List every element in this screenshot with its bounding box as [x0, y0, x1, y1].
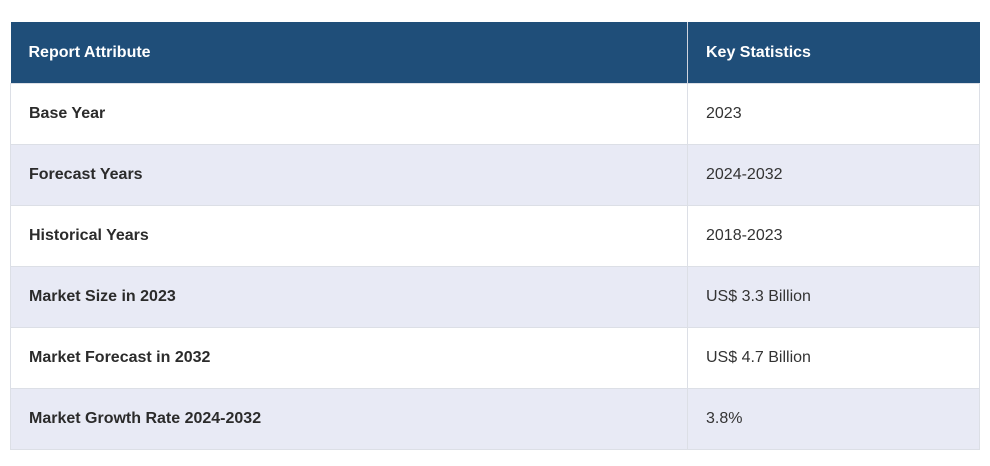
- table-row: Forecast Years 2024-2032: [10, 144, 980, 206]
- row-value: 2023: [687, 83, 980, 145]
- row-value: US$ 3.3 Billion: [687, 266, 980, 328]
- report-table-container: Report Attribute Key Statistics Base Yea…: [10, 22, 980, 450]
- table-row: Market Growth Rate 2024-2032 3.8%: [10, 388, 980, 450]
- row-value: US$ 4.7 Billion: [687, 327, 980, 389]
- table-row: Market Forecast in 2032 US$ 4.7 Billion: [10, 327, 980, 389]
- row-attribute: Base Year: [10, 83, 688, 145]
- table-row: Historical Years 2018-2023: [10, 205, 980, 267]
- row-attribute: Market Forecast in 2032: [10, 327, 688, 389]
- table-header-row: Report Attribute Key Statistics: [10, 22, 980, 84]
- report-attributes-table: Report Attribute Key Statistics Base Yea…: [10, 22, 980, 450]
- table-row: Base Year 2023: [10, 83, 980, 145]
- header-report-attribute: Report Attribute: [10, 22, 688, 84]
- row-attribute: Market Growth Rate 2024-2032: [10, 388, 688, 450]
- row-value: 2018-2023: [687, 205, 980, 267]
- header-key-statistics: Key Statistics: [687, 22, 980, 84]
- row-attribute: Historical Years: [10, 205, 688, 267]
- row-attribute: Forecast Years: [10, 144, 688, 206]
- table-row: Market Size in 2023 US$ 3.3 Billion: [10, 266, 980, 328]
- row-value: 3.8%: [687, 388, 980, 450]
- row-attribute: Market Size in 2023: [10, 266, 688, 328]
- row-value: 2024-2032: [687, 144, 980, 206]
